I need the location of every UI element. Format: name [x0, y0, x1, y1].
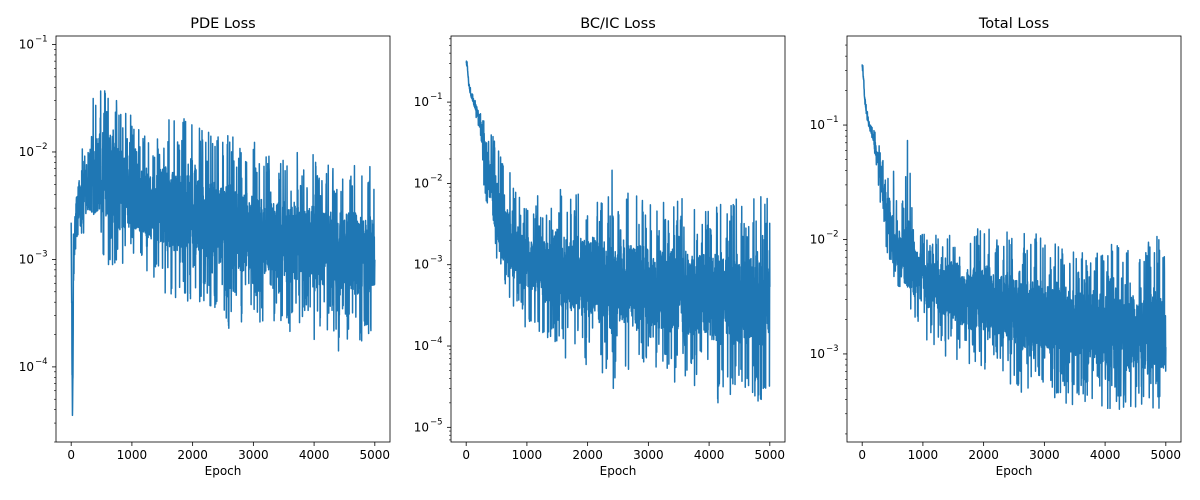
x-tick-label: 1000: [908, 448, 939, 462]
y-tick-label: 10: [414, 95, 429, 109]
x-tick-label: 5000: [1151, 448, 1182, 462]
x-tick-label: 3000: [633, 448, 664, 462]
x-tick-label: 1000: [512, 448, 543, 462]
chart-title: PDE Loss: [190, 16, 255, 32]
y-tick-exponent: −5: [430, 417, 443, 427]
x-axis-label: Epoch: [600, 464, 637, 478]
x-tick-label: 5000: [360, 448, 391, 462]
x-tick-label: 4000: [1090, 448, 1121, 462]
chart-title: Total Loss: [978, 16, 1049, 32]
y-tick-exponent: −1: [35, 35, 48, 45]
y-tick-exponent: −2: [430, 173, 443, 183]
x-tick-label: 2000: [177, 448, 208, 462]
x-tick-label: 4000: [694, 448, 725, 462]
y-tick-exponent: −1: [430, 92, 443, 102]
x-tick-label: 3000: [1029, 448, 1060, 462]
x-tick-label: 0: [462, 448, 470, 462]
axes-frame: [55, 35, 391, 443]
y-tick-label: 10: [810, 118, 825, 132]
x-tick-label: 5000: [755, 448, 786, 462]
y-tick-label: 10: [19, 145, 34, 159]
y-tick-label: 10: [414, 176, 429, 190]
x-axis-label: Epoch: [205, 464, 242, 478]
axes-frame: [846, 35, 1182, 443]
y-tick-label: 10: [810, 232, 825, 246]
x-tick-label: 4000: [299, 448, 330, 462]
x-tick-label: 3000: [238, 448, 269, 462]
y-tick-exponent: −2: [35, 142, 48, 152]
axes-frame: [450, 35, 786, 443]
loss-series-line: [70, 90, 376, 417]
loss-series-line: [465, 60, 771, 404]
y-tick-exponent: −3: [826, 344, 839, 354]
x-tick-label: 2000: [968, 448, 999, 462]
y-tick-label: 10: [19, 252, 34, 266]
x-tick-label: 0: [67, 448, 75, 462]
y-tick-exponent: −1: [826, 115, 839, 125]
x-axis-label: Epoch: [996, 464, 1033, 478]
y-tick-exponent: −3: [430, 255, 443, 265]
x-tick-label: 2000: [572, 448, 603, 462]
loss-series-line: [861, 64, 1167, 411]
y-tick-exponent: −2: [826, 229, 839, 239]
y-tick-label: 10: [19, 38, 34, 52]
x-tick-label: 0: [858, 448, 866, 462]
x-tick-label: 1000: [117, 448, 148, 462]
y-tick-label: 10: [19, 360, 34, 374]
y-tick-exponent: −4: [430, 336, 443, 346]
y-tick-label: 10: [414, 339, 429, 353]
y-tick-label: 10: [414, 420, 429, 434]
y-tick-label: 10: [414, 258, 429, 272]
y-tick-label: 10: [810, 347, 825, 361]
y-tick-exponent: −4: [35, 357, 48, 367]
chart-title: BC/IC Loss: [580, 16, 656, 32]
y-tick-exponent: −3: [35, 249, 48, 259]
